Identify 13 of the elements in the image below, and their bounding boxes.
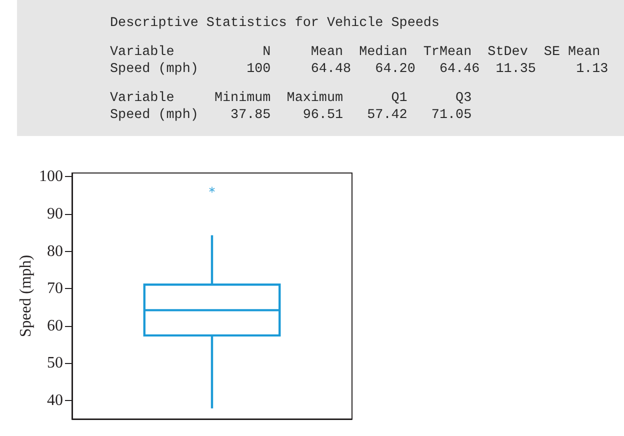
text: Variable Minimum Maximum Q1 Q3: [110, 90, 472, 107]
y-tick-label: 100: [39, 168, 63, 186]
text: Variable N Mean Median TrMean StDev SE Mean: [110, 44, 600, 61]
y-tick-label: 90: [47, 206, 63, 222]
text: Speed (mph) 37.85 96.51 57.42 71.05: [110, 108, 472, 124]
y-tick-label: 50: [47, 354, 63, 372]
y-axis-title: Speed (mph): [18, 254, 34, 338]
y-tick-label: 40: [47, 392, 63, 409]
text: Speed (mph) 100 64.48 64.20 64.46 11.35 1.13: [110, 62, 608, 78]
chart-title: Descriptive Statistics for Vehicle Speeds: [110, 16, 440, 32]
y-tick-label: 60: [47, 317, 63, 334]
y-tick-label: 70: [47, 280, 63, 298]
y-tick-label: 80: [47, 242, 63, 260]
